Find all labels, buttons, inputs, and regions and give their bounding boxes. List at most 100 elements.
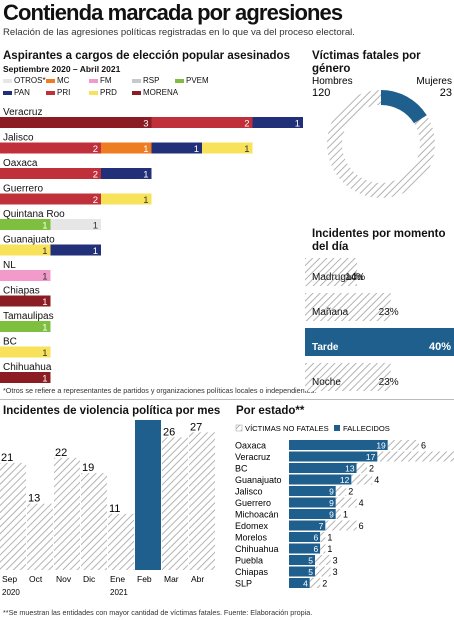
aspirantes-title: Aspirantes a cargos de elección popular …: [3, 50, 290, 62]
legend-swatch: [46, 90, 55, 95]
estado-value-fallecidos: 13: [345, 464, 355, 474]
mes-value: 19: [82, 462, 94, 474]
bar-segment: [0, 244, 51, 256]
estado-bar-nofatales: [325, 520, 357, 531]
bar-segment: [0, 219, 51, 230]
legend-label: PAN: [14, 88, 30, 97]
segment-value: 2: [93, 170, 98, 181]
bar-segment: [202, 142, 253, 154]
estado-value-nofatales: 6: [421, 441, 426, 451]
state-label: Jalisco: [3, 133, 34, 144]
aspirantes-footnote: *Otros se refiere a representantes de pa…: [3, 386, 317, 395]
legend-item-pri: PRI: [46, 88, 70, 97]
mes-value: 27: [190, 421, 202, 433]
year-label: 2020: [2, 588, 20, 597]
segment-value: 1: [42, 348, 47, 359]
estado-value-nofatales: 4: [359, 498, 364, 508]
estado-bar-nofatales: [315, 566, 331, 577]
legend-label: PRI: [57, 88, 71, 97]
estado-label: Veracruz: [235, 452, 271, 462]
estado-label: Oaxaca: [235, 441, 266, 451]
segment-value: 1: [143, 144, 148, 155]
estado-bar-nofatales: [335, 486, 347, 496]
legend-label: PVEM: [186, 76, 209, 85]
momento-label: Mañana: [312, 307, 349, 318]
estado-value-fallecidos: 5: [308, 567, 313, 577]
estado-value-fallecidos: 9: [329, 510, 334, 520]
estado-label: Michoacán: [235, 510, 279, 520]
estado-label: Guanajuato: [235, 475, 282, 485]
legend-item-rsp: RSP: [132, 76, 159, 85]
estado-label: BC: [235, 464, 248, 474]
estado-bar-fallecidos: [289, 555, 315, 565]
mes-bar: [81, 473, 107, 570]
party-legend: OTROS* MC FM RSP PVEM PAN PRI PRD MORENA: [3, 76, 243, 100]
momento-title: Incidentes por momento del día: [312, 228, 446, 253]
legend-label: MORENA: [143, 88, 179, 97]
segment-value: 1: [42, 246, 47, 257]
legend-item-fm: FM: [89, 76, 112, 85]
estado-bar-fallecidos: [289, 463, 357, 473]
donut-value-mujeres: 23: [440, 87, 452, 99]
bar-segment: [0, 270, 51, 281]
estado-bar-fallecidos: [289, 486, 336, 496]
state-label: NL: [3, 260, 16, 271]
legend-item-otros: OTROS*: [3, 76, 46, 85]
estado-bar-fallecidos: [289, 451, 378, 462]
estado-bar-fallecidos: [289, 509, 336, 519]
state-label: Guerrero: [3, 184, 43, 195]
mes-bar: [135, 420, 161, 570]
legend-swatch: [132, 78, 141, 83]
legend-label-nofatales: VÍCTIMAS NO FATALES: [245, 424, 329, 433]
estado-value-nofatales: 1: [327, 533, 332, 543]
bar-segment: [0, 193, 101, 205]
segment-value: 2: [93, 144, 98, 155]
segment-value: 1: [143, 170, 148, 181]
legend-swatch: [46, 78, 55, 83]
state-label: Veracruz: [3, 107, 42, 118]
momento-bar: [305, 363, 391, 391]
bar-segment: [0, 346, 51, 358]
legend-label: PRD: [100, 88, 117, 97]
momento-label: Madrugada: [312, 272, 363, 283]
legend-item-morena: MORENA: [132, 88, 178, 97]
estado-value-fallecidos: 19: [376, 441, 386, 451]
segment-value: 1: [244, 144, 249, 155]
state-label: Tamaulipas: [3, 311, 54, 322]
legend-swatch: [3, 78, 12, 83]
mes-label: Nov: [56, 574, 72, 584]
legend-label: FM: [100, 76, 112, 85]
section-divider: [0, 399, 454, 400]
estado-value-fallecidos: 9: [329, 487, 334, 497]
estado-value-fallecidos: 4: [303, 579, 308, 589]
segment-value: 1: [42, 221, 47, 232]
mes-bar: [189, 432, 215, 570]
momento-label: Noche: [312, 377, 341, 388]
estado-value-fallecidos: 9: [329, 498, 334, 508]
estado-bar-nofatales: [320, 532, 326, 542]
state-label: Oaxaca: [3, 158, 38, 169]
estado-title: Por estado**: [236, 405, 305, 417]
mes-bar: [27, 503, 53, 570]
donut-segment-mujeres: [381, 90, 427, 124]
bottom-footnote: **Se muestran las entidades con mayor ca…: [3, 608, 313, 617]
state-label: Quintana Roo: [3, 209, 65, 220]
bar-segment: [101, 142, 152, 154]
momento-value: 23%: [379, 377, 399, 388]
legend-item-pvem: PVEM: [175, 76, 209, 85]
estado-bar-nofatales: [356, 463, 367, 473]
estado-bar-nofatales: [387, 440, 419, 450]
segment-value: 1: [93, 246, 98, 257]
state-label: BC: [3, 337, 17, 348]
donut-label-mujeres: Mujeres: [416, 76, 452, 87]
estado-label: Chiapas: [235, 567, 269, 577]
estado-value-nofatales: 3: [333, 556, 338, 566]
bar-segment: [0, 295, 51, 307]
estado-bar-fallecidos: [289, 474, 352, 485]
segment-value: 2: [244, 119, 249, 130]
bar-segment: [101, 193, 152, 205]
mes-bar: [162, 437, 188, 570]
segment-value: 1: [194, 144, 199, 155]
estado-label: SLP: [235, 579, 252, 589]
